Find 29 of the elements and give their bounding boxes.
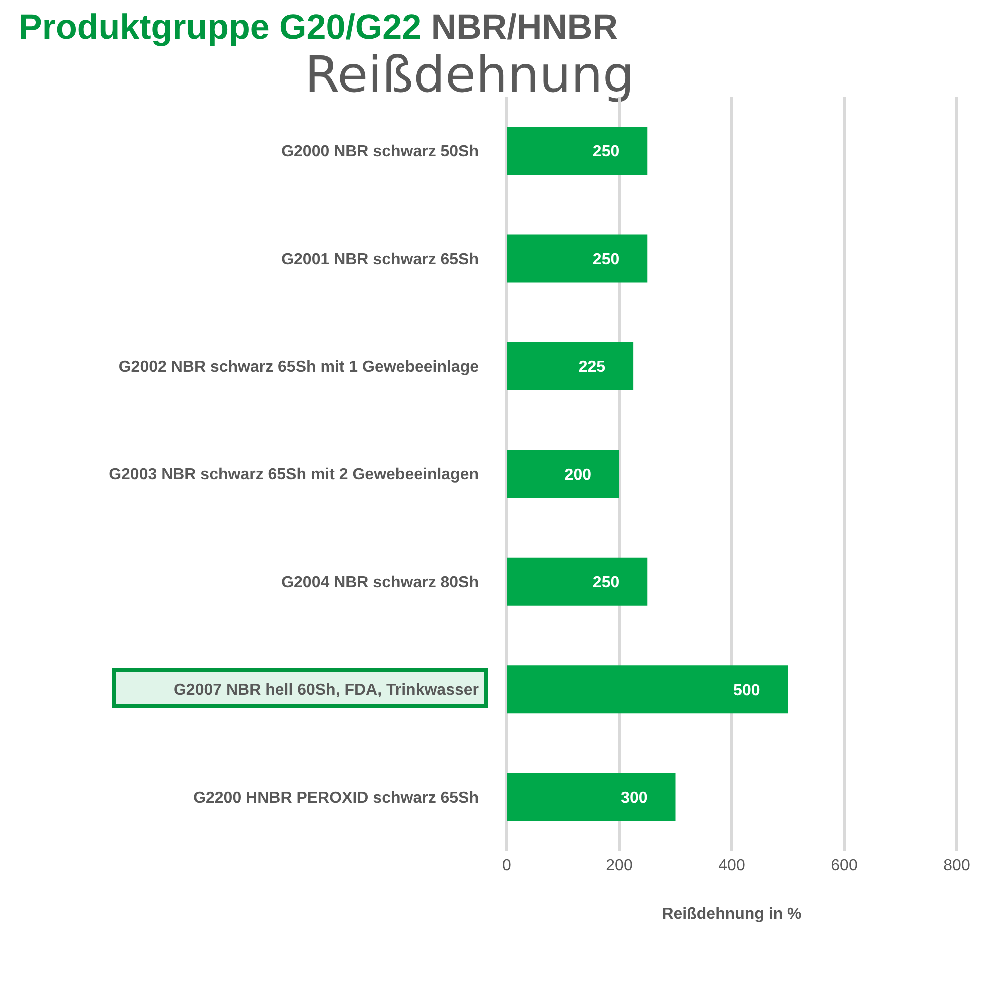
data-label: 200 (564, 466, 592, 484)
bar (507, 558, 648, 606)
bar (507, 127, 648, 175)
chart-title: Produktgruppe G20/G22 NBR/HNBR (19, 8, 618, 47)
bar (507, 342, 634, 390)
bar (507, 666, 788, 714)
y-tick-label: G2200 HNBR PEROXID schwarz 65Sh (194, 790, 479, 807)
y-tick-label: G2007 NBR hell 60Sh, FDA, Trinkwasser (174, 682, 479, 700)
x-tick-label: 600 (831, 857, 858, 874)
x-tick-label: 0 (502, 857, 512, 874)
data-label: 300 (621, 790, 648, 807)
bar (507, 773, 676, 822)
x-axis-title: Reißdehnung in % (662, 906, 802, 923)
x-tick-label: 200 (606, 857, 633, 874)
data-label: 250 (592, 144, 620, 161)
data-label: 250 (592, 251, 620, 268)
x-tick-label: 800 (944, 857, 970, 874)
data-label: 500 (734, 682, 760, 700)
data-label: 250 (592, 574, 620, 592)
y-tick-label: G2004 NBR schwarz 80Sh (282, 574, 479, 592)
chart-subtitle: Reißdehnung (305, 46, 635, 104)
y-tick-label: G2001 NBR schwarz 65Sh (282, 251, 479, 268)
bar (507, 450, 620, 498)
y-tick-label: G2002 NBR schwarz 65Sh mit 1 Gewebeeinlage (118, 358, 480, 376)
y-tick-label: G2003 NBR schwarz 65Sh mit 2 Gewebeeinlagen (109, 466, 479, 484)
bar (507, 234, 648, 283)
data-label: 225 (578, 359, 606, 376)
x-tick-label: 400 (718, 857, 746, 874)
y-tick-label: G2000 NBR schwarz 50Sh (282, 144, 479, 161)
